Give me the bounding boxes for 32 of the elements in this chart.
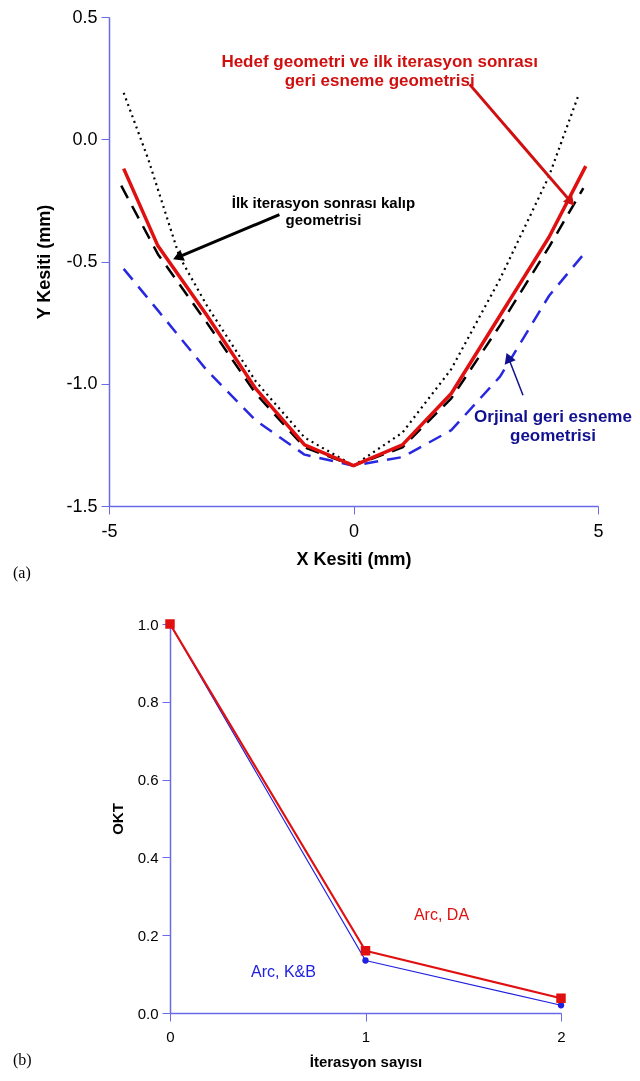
x-tick-label: -5 (101, 520, 118, 541)
point (362, 957, 369, 964)
y-axis-title: OKT (108, 803, 126, 835)
x-tick-label: 2 (557, 1027, 566, 1045)
x-tick-label: 1 (361, 1027, 371, 1045)
x-tick-label: 0 (166, 1027, 175, 1045)
y-tick-label: 0.0 (137, 1004, 159, 1022)
y-tick-label: 0.4 (137, 848, 159, 866)
point (360, 946, 371, 956)
x-tick-label: 0 (348, 520, 360, 541)
text: (b) (13, 1051, 32, 1069)
y-axis-title: Y Kesiti (mm) (34, 204, 55, 320)
annotation: Hedef geometri ve ilk iterasyon sonrası geri esneme geometrisi (221, 52, 538, 91)
x-axis-title: İterasyon sayısı (309, 1052, 423, 1070)
annotation: İlk iterasyon sonrası kalıp geometrisi (231, 193, 416, 228)
y-tick-label: 1.0 (137, 615, 159, 633)
y-tick-label: -0.5 (66, 251, 98, 271)
y-tick-label: -1.0 (66, 373, 98, 394)
x-axis-title: X Kesiti (mm) (296, 548, 412, 569)
y-tick-label: 0.6 (137, 771, 159, 789)
text: Arc, K&B (251, 963, 316, 981)
point (557, 1002, 565, 1009)
text: Arc, DA (413, 905, 470, 923)
y-tick-label: -1.5 (66, 495, 98, 516)
y-tick-label: 0.0 (72, 128, 98, 149)
y-tick-label: 0.8 (137, 693, 159, 711)
annotation: Orjinal geri esneme geometrisi (474, 407, 632, 446)
point (556, 993, 566, 1003)
y-tick-label: 0.5 (72, 6, 98, 27)
x-tick-label: 5 (593, 520, 604, 541)
text: (a) (13, 564, 31, 582)
y-tick-label: 0.2 (137, 926, 159, 944)
